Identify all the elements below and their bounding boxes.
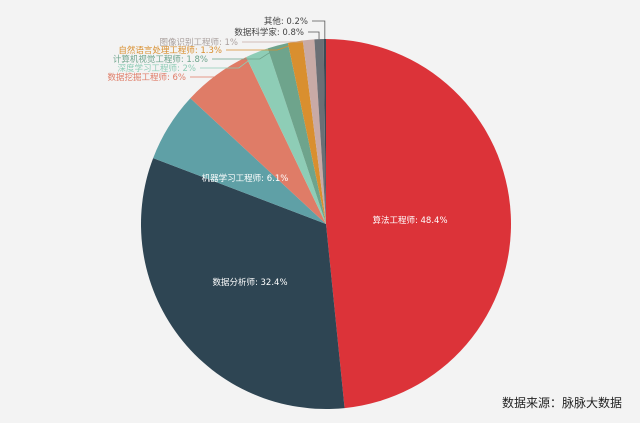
pie-slices: [140, 39, 512, 409]
pie-slice: [323, 39, 326, 224]
pie-slice: [153, 98, 326, 224]
slice-label: 数据科学家: 0.8%: [234, 27, 304, 38]
slice-label: 图像识别工程师: 1%: [159, 37, 238, 48]
pie-slice: [246, 48, 326, 225]
slice-label: 计算机视觉工程师: 1.8%: [113, 54, 208, 65]
slice-label: 其他: 0.2%: [264, 16, 308, 27]
slice-label: 机器学习工程师: 6.1%: [202, 173, 289, 184]
leader-line: [212, 47, 278, 60]
leader-lines: [190, 20, 326, 78]
pie-slice: [302, 39, 326, 225]
data-source-note: 数据来源：脉脉大数据: [501, 396, 622, 410]
slice-label: 数据挖掘工程师: 6%: [107, 72, 186, 83]
leader-line: [308, 31, 320, 40]
slice-labels: 算法工程师: 48.4% 数据分析师: 32.4% 机器学习工程师: 6.1% 数据挖…: [107, 16, 447, 288]
slice-label: 深度学习工程师: 2%: [117, 63, 196, 74]
pie-slice: [190, 57, 326, 224]
slice-label: 数据分析师: 32.4%: [212, 277, 287, 288]
slice-label: 自然语言处理工程师: 1.3%: [118, 45, 222, 56]
leader-line: [226, 43, 296, 51]
pie-slice: [287, 40, 326, 225]
slice-label: 算法工程师: 48.4%: [372, 215, 447, 226]
pie-slice: [140, 158, 345, 409]
pie-slice: [326, 39, 512, 409]
pie-slice: [267, 42, 326, 225]
leader-line: [312, 20, 326, 40]
pie-slice: [314, 39, 326, 225]
